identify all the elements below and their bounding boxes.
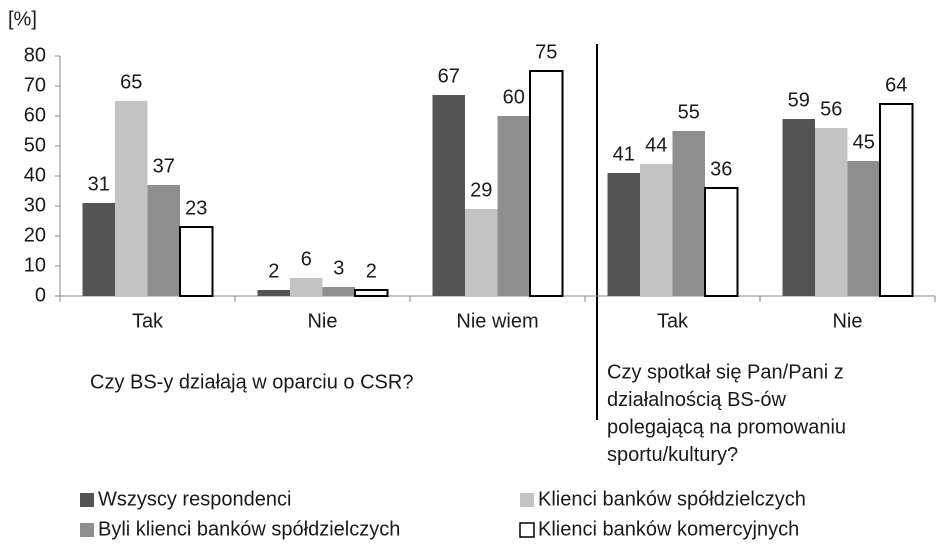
y-tick-label: 30: [24, 194, 46, 216]
y-axis-label: [%]: [8, 8, 37, 30]
bar: [257, 290, 290, 296]
group-label: działalnością BS-ów: [607, 389, 787, 411]
value-label: 29: [470, 179, 492, 201]
bar: [179, 226, 214, 297]
x-tick-label: Nie: [832, 310, 862, 332]
bar: [815, 128, 848, 296]
group-label: polegającą na promowaniu: [607, 416, 846, 438]
legend-swatch: [519, 522, 535, 538]
bar: [672, 131, 705, 296]
legend-swatch: [80, 523, 94, 537]
group-label: sportu/kultury?: [607, 444, 738, 466]
value-label: 64: [885, 74, 907, 96]
value-label: 44: [645, 134, 667, 156]
y-tick-label: 60: [24, 104, 46, 126]
value-label: 55: [678, 101, 700, 123]
bar: [847, 161, 880, 296]
value-label: 56: [820, 98, 842, 120]
bar: [704, 187, 739, 297]
legend-label: Klienci banków komercyjnych: [538, 518, 799, 540]
legend-swatch: [520, 493, 534, 507]
value-label: 41: [613, 143, 635, 165]
group-label: Czy BS-y działają w oparciu o CSR?: [90, 371, 413, 393]
value-label: 2: [366, 260, 377, 282]
value-label: 45: [853, 131, 875, 153]
bar: [640, 164, 673, 296]
x-tick-label: Nie: [307, 310, 337, 332]
x-tick-label: Nie wiem: [456, 310, 538, 332]
value-label: 67: [438, 65, 460, 87]
bar: [879, 103, 914, 297]
y-tick-label: 10: [24, 254, 46, 276]
y-tick-label: 80: [24, 44, 46, 66]
bar: [607, 173, 640, 296]
value-label: 65: [120, 71, 142, 93]
legend-swatch: [80, 493, 94, 507]
value-label: 3: [333, 257, 344, 279]
value-label: 36: [710, 158, 732, 180]
value-label: 23: [185, 197, 207, 219]
bar: [147, 185, 180, 296]
bar: [82, 203, 115, 296]
y-tick-label: 20: [24, 224, 46, 246]
legend-label: Wszyscy respondenci: [98, 488, 291, 510]
bar: [497, 116, 530, 296]
value-label: 31: [88, 173, 110, 195]
bar: [322, 287, 355, 296]
x-tick-label: Tak: [132, 310, 164, 332]
group-label: Czy spotkał się Pan/Pani z: [607, 361, 844, 383]
value-label: 37: [153, 155, 175, 177]
value-label: 6: [301, 248, 312, 270]
value-label: 59: [788, 89, 810, 111]
y-tick-label: 70: [24, 74, 46, 96]
bar: [115, 101, 148, 296]
value-label: 2: [268, 260, 279, 282]
y-tick-label: 0: [35, 284, 46, 306]
legend-label: Klienci banków spółdzielczych: [538, 488, 806, 510]
value-label: 60: [503, 86, 525, 108]
value-label: 75: [535, 41, 557, 63]
bar: [354, 289, 389, 297]
bar: [465, 209, 498, 296]
x-tick-label: Tak: [657, 310, 689, 332]
y-tick-label: 40: [24, 164, 46, 186]
bar: [782, 119, 815, 296]
legend-label: Byli klienci banków spółdzielczych: [98, 518, 400, 540]
bar: [290, 278, 323, 296]
bar: [432, 95, 465, 296]
bar: [529, 70, 564, 297]
y-tick-label: 50: [24, 134, 46, 156]
